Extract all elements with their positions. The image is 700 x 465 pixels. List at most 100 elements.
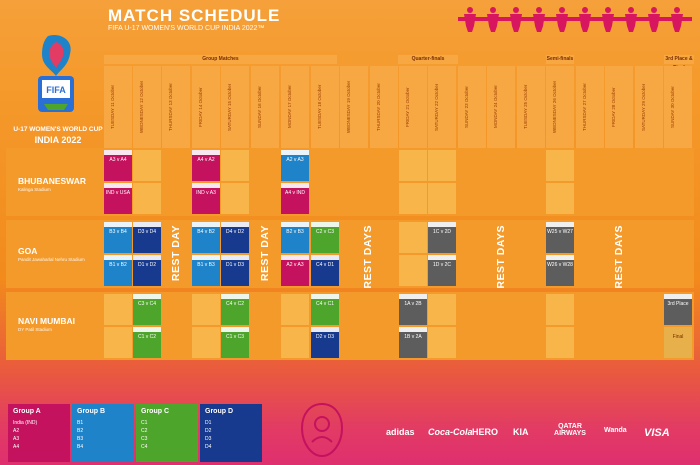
match-header [221,327,249,332]
empty-slot [133,150,161,181]
day-column [546,66,574,148]
match-teams: C2 v C3 [315,229,335,235]
match-card[interactable]: 1C v 2D [428,222,456,253]
empty-slot [133,183,161,214]
match-header [192,183,220,188]
match-header [664,294,692,299]
match-card[interactable]: 1D v 2C [428,255,456,286]
day-column [605,66,633,148]
match-header [546,222,574,227]
match-card[interactable]: D4 v D2 [221,222,249,253]
stage-label-sf: Semi-finals [546,55,574,64]
match-card[interactable]: A3 v A4 [104,150,132,181]
match-header [104,183,132,188]
final-card[interactable]: Final [664,327,692,358]
day-label: WEDNESDAY 12 October [139,80,144,134]
match-teams: W25 v W27 [547,229,573,235]
day-column [487,66,515,148]
empty-slot [399,222,427,253]
day-column [517,66,545,148]
match-teams: A2 v A3 [286,262,304,268]
empty-slot [546,327,574,358]
empty-slot [546,183,574,214]
match-card[interactable]: W26 v W28 [546,255,574,286]
match-card[interactable]: C1 v C2 [133,327,161,358]
day-column [104,66,132,148]
match-card[interactable]: C2 v C3 [311,222,339,253]
rest-days-label: REST DAYS [613,225,625,289]
match-card[interactable]: A4 v A2 [192,150,220,181]
match-card[interactable]: B2 v B3 [281,222,309,253]
match-card[interactable]: 3rd Place [664,294,692,325]
match-header [133,255,161,260]
tournament-logo: FIFA [38,34,74,112]
match-card[interactable]: A4 v IND [281,183,309,214]
day-label: SUNDAY 30 October [670,86,675,128]
match-header [104,150,132,155]
decorative-pattern [458,7,692,32]
match-card[interactable]: 1A v 2B [399,294,427,325]
match-card[interactable]: B3 v B4 [104,222,132,253]
match-card[interactable]: D1 v D3 [221,255,249,286]
day-label: TUESDAY 18 October [317,84,322,130]
match-card[interactable]: B1 v B3 [192,255,220,286]
match-header [133,222,161,227]
rest-days-label: REST DAYS [495,225,507,289]
match-teams: A2 v A3 [286,157,304,163]
match-card[interactable]: D2 v D3 [311,327,339,358]
match-header [281,183,309,188]
match-card[interactable]: IND v USA [104,183,132,214]
match-card[interactable]: W25 v W27 [546,222,574,253]
day-label: FRIDAY 28 October [611,87,616,127]
match-teams: C4 v D1 [315,262,335,268]
match-header [311,294,339,299]
empty-slot [399,150,427,181]
match-teams: W26 v W28 [547,262,573,268]
match-card[interactable]: B1 v B2 [104,255,132,286]
day-label: WEDNESDAY 19 October [346,80,351,134]
match-card[interactable]: A2 v A3 [281,150,309,181]
match-card[interactable]: C4 v C1 [311,294,339,325]
match-header [281,222,309,227]
match-card[interactable]: D1 v D2 [133,255,161,286]
empty-slot [428,150,456,181]
match-card[interactable]: C1 v C3 [221,327,249,358]
match-teams: B3 v B4 [109,229,127,235]
svg-text:FIFA: FIFA [46,85,66,95]
stage-label-final: 3rd Place & Final [664,55,694,71]
match-teams: C4 v C2 [225,301,245,307]
match-card[interactable]: C3 v C4 [133,294,161,325]
venue-name: NAVI MUMBAI [18,316,75,326]
day-column [370,66,398,148]
empty-slot [104,327,132,358]
sponsor-adidas: adidas [386,427,415,437]
match-card[interactable]: C4 v C2 [221,294,249,325]
match-card[interactable]: A2 v A3 [281,255,309,286]
day-label: THURSDAY 20 October [376,83,381,131]
match-card[interactable]: IND v A3 [192,183,220,214]
group-title: Group A [13,408,41,415]
match-header [133,327,161,332]
day-label: MONDAY 24 October [493,85,498,129]
match-header [192,255,220,260]
day-label: SATURDAY 15 October [227,83,232,131]
match-header [311,327,339,332]
empty-slot [192,327,220,358]
match-header [192,150,220,155]
group-team: D3 [205,436,212,442]
match-teams: 3rd Place [667,301,689,307]
empty-slot [221,183,249,214]
page-title: MATCH SCHEDULE [108,6,281,25]
empty-slot [399,183,427,214]
match-header [192,222,220,227]
match-card[interactable]: B4 v B2 [192,222,220,253]
day-label: FRIDAY 21 October [405,87,410,127]
empty-slot [399,255,427,286]
match-card[interactable]: D3 v D4 [133,222,161,253]
match-card[interactable]: 1B v 2A [399,327,427,358]
match-card[interactable]: C4 v D1 [311,255,339,286]
day-label: SATURDAY 22 October [434,83,439,131]
day-label: SUNDAY 16 October [257,86,262,128]
day-column [133,66,161,148]
empty-slot [546,294,574,325]
